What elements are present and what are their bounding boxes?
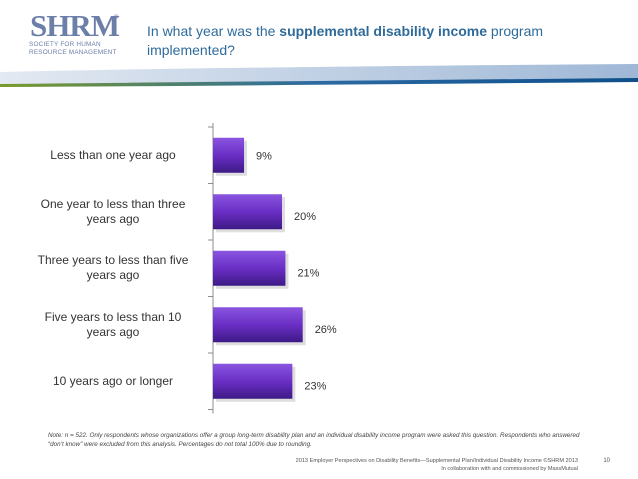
footer-line1: 2013 Employer Perspectives on Disability… (295, 458, 578, 464)
value-label: 9% (256, 150, 272, 162)
category-label: Less than one year ago (50, 147, 176, 162)
logo-tagline: SOCIETY FOR HUMAN RESOURCE MANAGEMENT (29, 41, 121, 56)
bar (213, 307, 303, 343)
bar (213, 137, 245, 173)
value-label: 21% (297, 267, 319, 279)
header-swoosh (0, 64, 638, 87)
title-emphasis: supplemental disability income (279, 23, 488, 39)
logo-tagline-line2: RESOURCE MANAGEMENT (29, 48, 117, 56)
bar-chart: 9% 20% 21% 26% 23% (208, 123, 337, 414)
title-prefix: In what year was the (147, 23, 280, 39)
value-label: 26% (315, 324, 337, 336)
logo-tagline-line1: SOCIETY FOR HUMAN (29, 41, 101, 48)
bar (213, 194, 282, 230)
category-label: 10 years ago or longer (52, 373, 174, 388)
footnote: Note: n = 522. Only respondents whose or… (48, 432, 580, 448)
category-label: Three years to less than five years ago (37, 253, 189, 283)
bar (213, 250, 286, 286)
shrm-logo: SHRM ® SOCIETY FOR HUMAN RESOURCE MANAGE… (28, 10, 120, 65)
logo-letters-graphic: SHRM ® (28, 10, 120, 40)
slide-title: In what year was the supplemental disabi… (147, 22, 617, 60)
chart-area: 9% 20% 21% 26% 23% Less than one year ago One… (0, 110, 638, 425)
logo-letters: SHRM (30, 10, 120, 40)
logo-trademark: ® (114, 14, 119, 21)
footer-credit: 2013 Employer Perspectives on Disability… (150, 457, 578, 473)
value-label: 20% (294, 211, 316, 223)
category-label: Five years to less than 10 years ago (44, 309, 182, 339)
bar (213, 363, 293, 399)
value-label: 23% (304, 380, 326, 392)
footer-line2: In collaboration with and commissioned b… (441, 466, 578, 472)
title-suffix: program implemented? (147, 23, 544, 58)
logo-mark: SHRM ® (28, 10, 120, 40)
page-number: 10 (603, 458, 610, 464)
category-label: One year to less than three years ago (40, 196, 186, 226)
